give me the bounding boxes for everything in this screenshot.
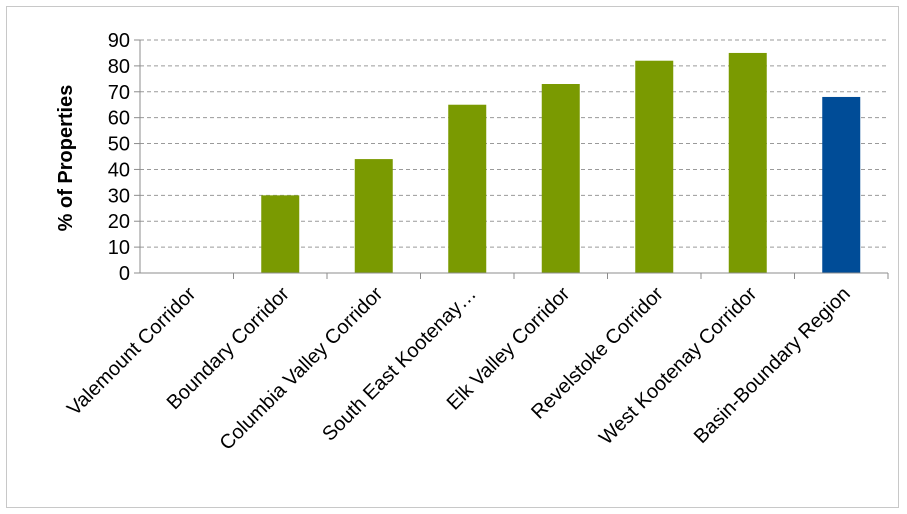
- bar: [822, 96, 861, 273]
- bar: [448, 104, 487, 273]
- y-tick-label: 0: [119, 263, 130, 285]
- y-tick-label: 30: [108, 185, 130, 207]
- bar: [541, 84, 580, 273]
- x-category-label: West Kootenay Corridor: [595, 283, 761, 449]
- x-category-label: South East Kootenay…: [318, 283, 481, 446]
- y-tick-label: 50: [108, 134, 130, 156]
- bar: [261, 195, 300, 273]
- bar: [354, 159, 393, 273]
- x-category-label: Basin-Boundary Region: [690, 283, 855, 448]
- y-tick-label: 60: [108, 108, 130, 130]
- x-category-label: Columbia Valley Corridor: [216, 283, 388, 455]
- y-tick-label: 40: [108, 159, 130, 181]
- y-axis-title: % of Properties: [55, 85, 77, 232]
- y-tick-label: 90: [108, 30, 130, 52]
- y-tick-label: 20: [108, 211, 130, 233]
- y-tick-label: 70: [108, 82, 130, 104]
- bar: [635, 60, 674, 273]
- y-tick-label: 10: [108, 237, 130, 259]
- bar: [728, 52, 767, 273]
- bars: [261, 52, 861, 273]
- y-tick-label: 80: [108, 56, 130, 78]
- y-axis-ticks: 0 10 20 30 40 50 60 70 80 90: [108, 30, 130, 285]
- gridlines: [134, 39, 888, 274]
